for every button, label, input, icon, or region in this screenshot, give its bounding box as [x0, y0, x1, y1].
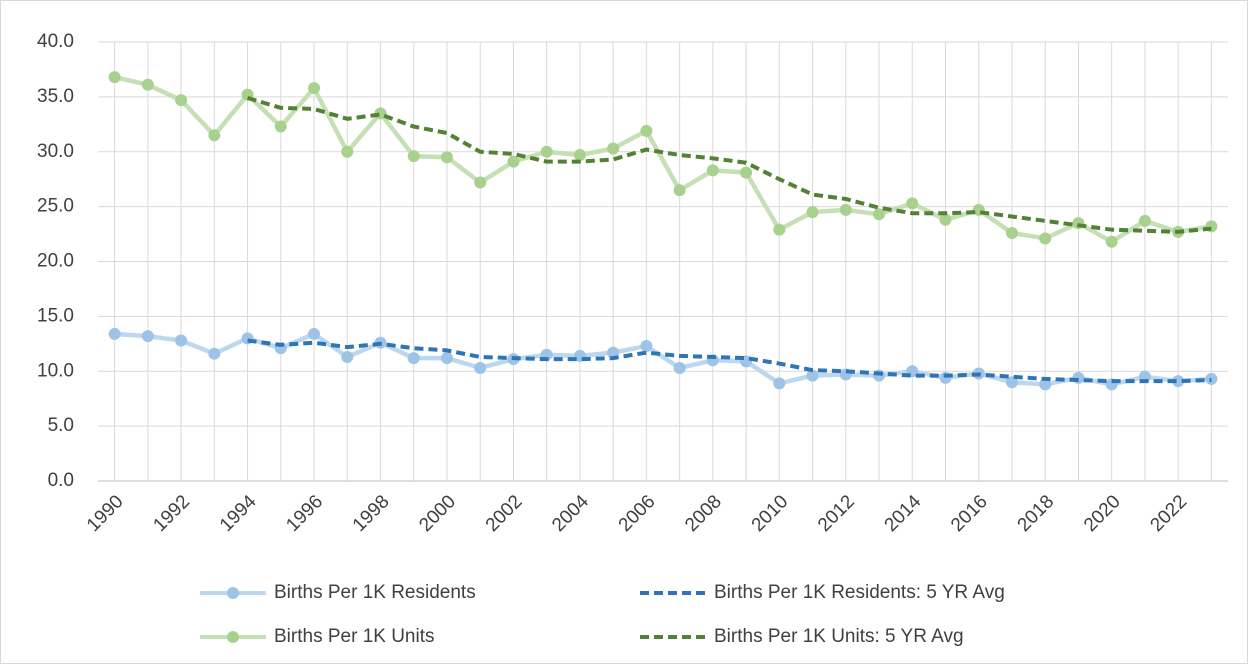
legend-label: Births Per 1K Residents [274, 582, 476, 603]
point [806, 206, 819, 219]
y-tick-label: 0.0 [48, 470, 74, 491]
series-line [246, 96, 1212, 234]
point [208, 347, 221, 360]
point [474, 176, 487, 189]
point [1072, 371, 1085, 384]
point [175, 94, 188, 107]
point [108, 71, 121, 84]
point [839, 203, 852, 216]
point [640, 340, 653, 353]
point [1138, 214, 1151, 227]
point [308, 82, 321, 95]
series-line [114, 331, 1212, 387]
point [1105, 235, 1118, 248]
point [1005, 226, 1018, 239]
point [1039, 232, 1052, 245]
point [806, 369, 819, 382]
legend-label: Births Per 1K Units [274, 626, 435, 647]
legend-marker [227, 631, 239, 643]
point [141, 78, 154, 91]
series-line [247, 338, 1212, 384]
series-line [114, 74, 1212, 245]
point [407, 150, 420, 163]
point [640, 124, 653, 137]
point [341, 350, 354, 363]
point [607, 142, 620, 155]
point [573, 149, 586, 162]
point [706, 164, 719, 177]
y-tick-label: 15.0 [37, 305, 74, 326]
legend-label: Births Per 1K Units: 5 YR Avg [714, 626, 964, 647]
point [141, 330, 154, 343]
point [1172, 375, 1185, 388]
y-tick-label: 10.0 [37, 360, 74, 381]
point [274, 120, 287, 133]
point [108, 327, 121, 340]
y-tick-label: 25.0 [37, 196, 74, 217]
point [939, 213, 952, 226]
y-tick-label: 30.0 [37, 141, 74, 162]
point [440, 151, 453, 164]
y-tick-label: 5.0 [48, 415, 74, 436]
point [308, 327, 321, 340]
point [341, 145, 354, 158]
point [906, 197, 919, 210]
point [175, 334, 188, 347]
point [208, 129, 221, 142]
point [873, 208, 886, 221]
point [474, 361, 487, 374]
point [540, 145, 553, 158]
legend-marker [227, 587, 239, 599]
y-tick-label: 20.0 [37, 251, 74, 272]
y-tick-label: 40.0 [37, 31, 74, 52]
legend-label: Births Per 1K Residents: 5 YR Avg [714, 582, 1005, 603]
point [440, 352, 453, 365]
point [773, 223, 786, 236]
point [773, 377, 786, 390]
point [673, 361, 686, 374]
point [1039, 378, 1052, 391]
point [740, 166, 753, 179]
point [1005, 376, 1018, 389]
point [407, 352, 420, 365]
y-tick-label: 35.0 [37, 86, 74, 107]
point [507, 155, 520, 168]
point [1205, 372, 1218, 385]
point [673, 184, 686, 197]
